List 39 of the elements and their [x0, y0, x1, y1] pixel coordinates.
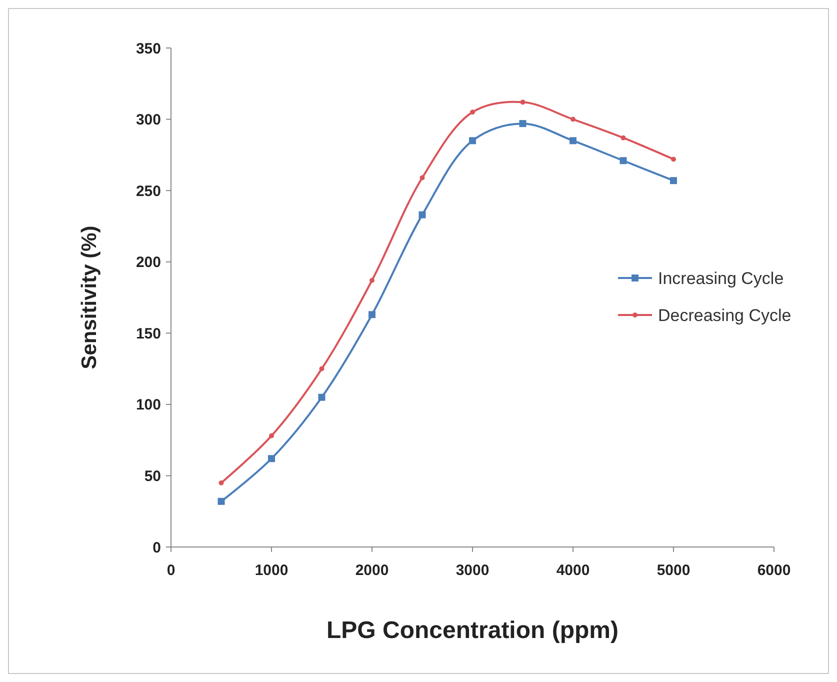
y-tick-label: 100 [136, 396, 161, 414]
legend-label: Decreasing Cycle [658, 306, 792, 325]
y-tick-label: 300 [136, 112, 161, 129]
x-tick-label: 3000 [456, 562, 490, 579]
point [570, 137, 576, 144]
point [620, 135, 626, 140]
x-axis-title: LPG Concentration (ppm) [326, 617, 618, 644]
x-tick-label: 2000 [355, 562, 389, 579]
point [519, 120, 526, 128]
x-tick-label: 1000 [254, 562, 288, 579]
point [368, 311, 376, 318]
point [420, 175, 425, 180]
y-tick-label: 200 [136, 254, 161, 272]
point [520, 100, 526, 105]
point [319, 366, 324, 372]
point [268, 455, 275, 462]
y-tick-label: 50 [144, 468, 161, 485]
point [370, 278, 374, 283]
point [218, 498, 225, 505]
y-tick-label: 250 [136, 182, 161, 200]
y-tick-label: 350 [136, 40, 161, 58]
point [670, 177, 677, 184]
x-tick-label: 6000 [757, 562, 791, 579]
point [418, 211, 426, 218]
point [318, 394, 326, 401]
point [218, 480, 224, 486]
y-tick-label: 0 [152, 539, 161, 556]
y-axis-title: Sensitivity (%) [78, 226, 101, 370]
x-tick-label: 5000 [656, 562, 690, 579]
point [469, 137, 476, 144]
y-tick-label: 150 [136, 325, 161, 342]
point [269, 433, 274, 438]
point [671, 156, 676, 162]
point [570, 116, 576, 122]
x-tick-label: 4000 [556, 562, 590, 579]
x-tick-label: 0 [166, 562, 176, 579]
point [620, 157, 627, 164]
legend-label: Increasing Cycle [658, 268, 784, 288]
point [470, 110, 475, 115]
